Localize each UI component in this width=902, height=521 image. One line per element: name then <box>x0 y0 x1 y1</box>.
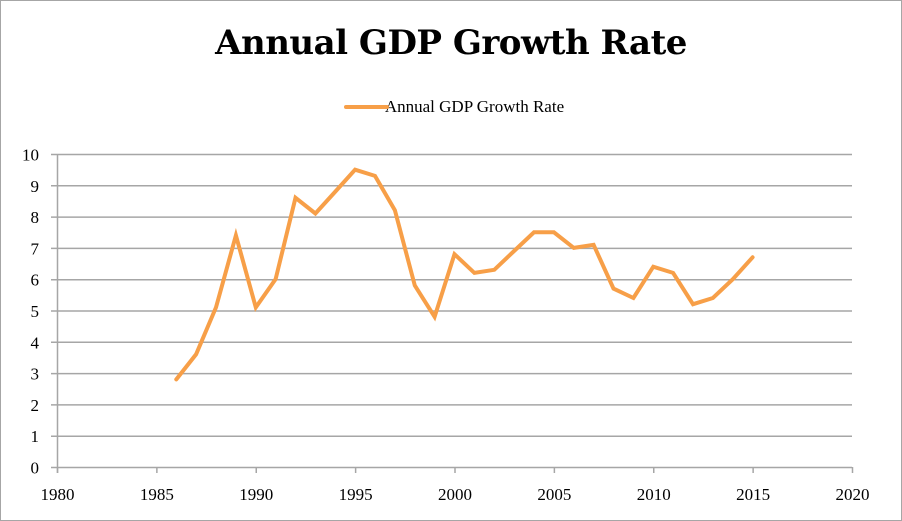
y-tick-label: 3 <box>31 365 40 384</box>
legend: Annual GDP Growth Rate <box>1 97 901 117</box>
y-tick-label: 5 <box>31 302 40 321</box>
x-tick-label: 1995 <box>339 485 373 504</box>
y-tick-label: 1 <box>31 427 40 446</box>
x-tick-label: 1985 <box>140 485 174 504</box>
y-tick-label: 6 <box>31 271 40 290</box>
x-tick-label: 1980 <box>41 485 75 504</box>
y-tick-label: 7 <box>31 239 40 258</box>
y-tick-label: 2 <box>31 396 40 415</box>
legend-label: Annual GDP Growth Rate <box>384 97 565 116</box>
series-line <box>174 167 755 382</box>
x-tick-label: 2015 <box>736 485 770 504</box>
y-tick-label: 0 <box>31 459 40 478</box>
y-tick-label: 10 <box>22 146 39 165</box>
x-tick-label: 2020 <box>836 485 870 504</box>
y-tick-label: 8 <box>31 208 40 227</box>
x-tick-label: 2005 <box>537 485 571 504</box>
x-tick-label: 1990 <box>239 485 273 504</box>
legend-swatch <box>343 105 389 109</box>
x-tick-label: 2000 <box>438 485 472 504</box>
chart-title: Annual GDP Growth Rate <box>215 23 687 63</box>
y-tick-label: 4 <box>31 333 40 352</box>
y-tick-label: 9 <box>31 177 40 196</box>
x-tick-label: 2010 <box>637 485 671 504</box>
